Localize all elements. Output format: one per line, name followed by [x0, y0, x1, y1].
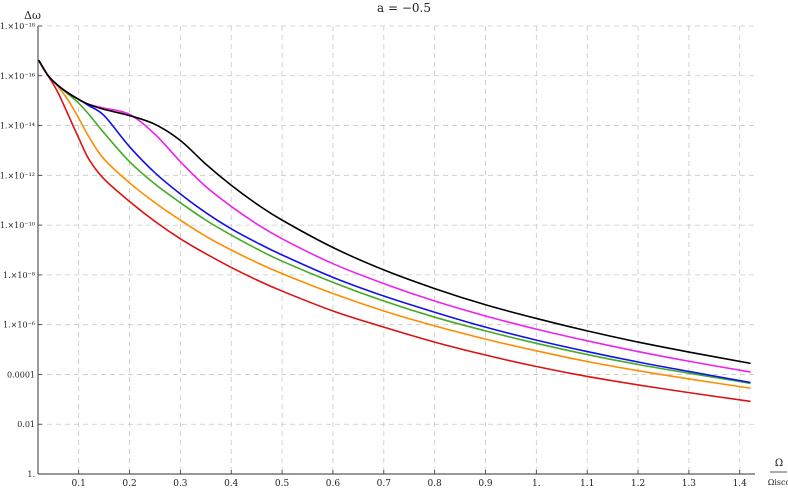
x-axis-label: Ω Ωisco: [768, 458, 788, 487]
x-tick-label: 0.3: [173, 479, 188, 489]
y-tick-label: 1.×10⁻¹⁰: [0, 221, 35, 230]
axes: [37, 26, 755, 475]
x-tick-label: 1.1: [580, 479, 594, 489]
y-tick-label: 1.×10⁻⁶: [3, 321, 35, 330]
grid: [38, 25, 755, 475]
chart-title: a = −0.5: [377, 1, 431, 15]
y-axis-label: Δω: [24, 9, 41, 22]
y-tick-label: 1.: [27, 470, 35, 479]
x-tick-label: 0.8: [427, 479, 442, 489]
x-axis-label-numerator: Ω: [775, 458, 783, 469]
y-tick-label: 0.01: [17, 420, 35, 429]
x-tick-label: 0.1: [72, 479, 86, 489]
x-tick-label: 1.4: [733, 479, 748, 489]
ticks: 0.1 0.2 0.3 0.4 0.5 0.6 0.7 0.8 0.9 1. 1.1 1.2 1.3 1.…: [0, 22, 747, 489]
x-tick-label: 0.9: [478, 479, 493, 489]
y-tick-label: 0.0001: [7, 370, 35, 379]
x-tick-label: 0.6: [326, 479, 341, 489]
x-tick-label: 0.2: [122, 479, 136, 489]
x-tick-label: 1.: [532, 479, 541, 489]
series-line-5: [38, 60, 751, 373]
y-tick-label: 1.×10⁻⁸: [3, 271, 35, 280]
y-tick-label: 1.×10⁻¹⁴: [0, 122, 35, 131]
series-group: [38, 60, 751, 403]
series-line-2: [38, 60, 751, 389]
series-line-4: [38, 60, 751, 384]
y-tick-label: 1.×10⁻¹⁸: [0, 22, 35, 31]
x-tick-label: 1.3: [682, 479, 697, 489]
series-line-3: [38, 60, 751, 384]
x-tick-label: 1.2: [631, 479, 645, 489]
x-tick-label: 0.7: [377, 479, 392, 489]
y-tick-label: 1.×10⁻¹⁶: [0, 72, 35, 81]
x-axis-label-denominator: Ωisco: [768, 478, 788, 487]
series-line-1: [38, 60, 751, 403]
x-tick-label: 0.5: [275, 479, 290, 489]
x-tick-label: 0.4: [224, 479, 239, 489]
y-tick-label: 1.×10⁻¹²: [0, 171, 35, 180]
series-line-6: [38, 60, 751, 365]
